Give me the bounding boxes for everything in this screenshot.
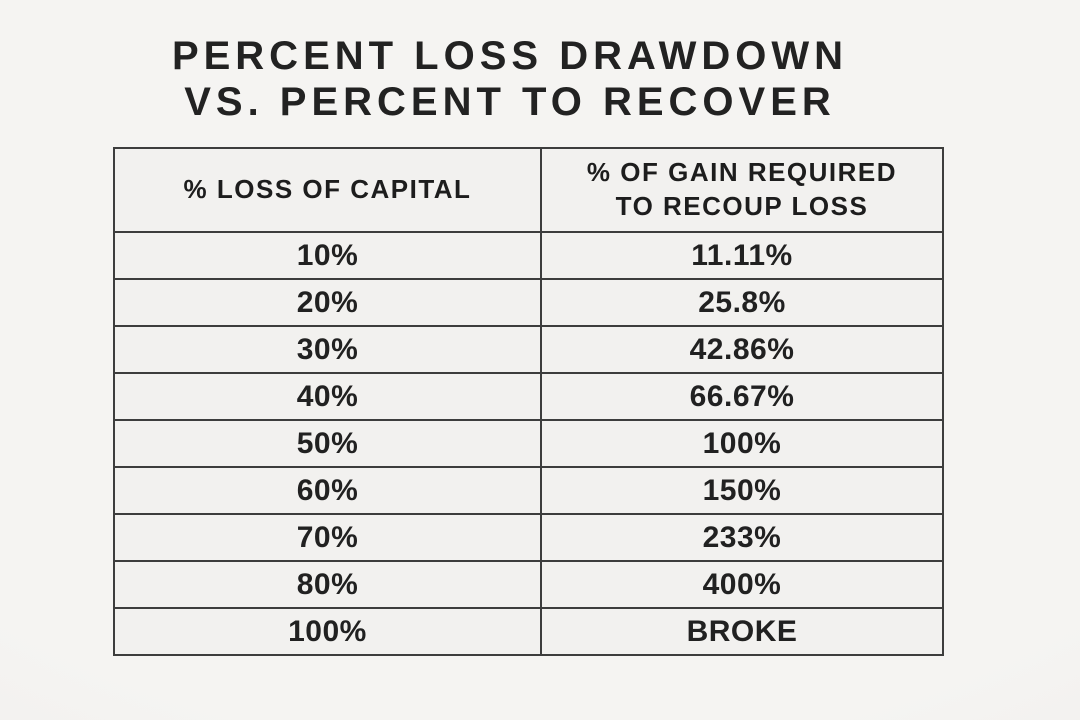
gain-cell: 400% — [540, 560, 944, 609]
loss-cell: 10% — [113, 231, 542, 280]
page-title-line-2: VS. PERCENT TO RECOVER — [184, 79, 836, 124]
gain-cell: 11.11% — [540, 231, 944, 280]
loss-cell: 30% — [113, 325, 542, 374]
table-header: % LOSS OF CAPITAL % OF GAIN REQUIRED TO … — [113, 147, 944, 233]
gain-cell: 66.67% — [540, 372, 944, 421]
gain-cell: 42.86% — [540, 325, 944, 374]
table-row: 100% BROKE — [113, 607, 944, 656]
table-body: 10% 11.11% 20% 25.8% 30% 42.86% 40% 66.6… — [113, 231, 944, 656]
loss-cell: 60% — [113, 466, 542, 515]
header-row: % LOSS OF CAPITAL % OF GAIN REQUIRED TO … — [113, 147, 944, 233]
table-row: 60% 150% — [113, 466, 944, 515]
loss-cell: 50% — [113, 419, 542, 468]
loss-cell: 80% — [113, 560, 542, 609]
gain-cell: BROKE — [540, 607, 944, 656]
drawdown-recovery-table: % LOSS OF CAPITAL % OF GAIN REQUIRED TO … — [113, 147, 944, 656]
loss-cell: 100% — [113, 607, 542, 656]
loss-cell: 70% — [113, 513, 542, 562]
gain-cell: 233% — [540, 513, 944, 562]
page-title: PERCENT LOSS DRAWDOWN VS. PERCENT TO REC… — [0, 34, 1020, 125]
gain-cell: 150% — [540, 466, 944, 515]
table-row: 80% 400% — [113, 560, 944, 609]
table-row: 70% 233% — [113, 513, 944, 562]
loss-cell: 40% — [113, 372, 542, 421]
loss-cell: 20% — [113, 278, 542, 327]
col-header-gain-label: % OF GAIN REQUIRED TO RECOUP LOSS — [586, 157, 898, 221]
gain-cell: 25.8% — [540, 278, 944, 327]
table-row: 30% 42.86% — [113, 325, 944, 374]
table-row: 20% 25.8% — [113, 278, 944, 327]
page-title-line-1: PERCENT LOSS DRAWDOWN — [171, 34, 849, 78]
col-header-gain: % OF GAIN REQUIRED TO RECOUP LOSS — [540, 147, 944, 233]
gain-cell: 100% — [540, 419, 944, 468]
table-row: 50% 100% — [113, 419, 944, 468]
table-row: 40% 66.67% — [113, 372, 944, 421]
col-header-loss: % LOSS OF CAPITAL — [113, 147, 542, 233]
table-row: 10% 11.11% — [113, 231, 944, 280]
col-header-loss-label: % LOSS OF CAPITAL — [183, 174, 472, 205]
